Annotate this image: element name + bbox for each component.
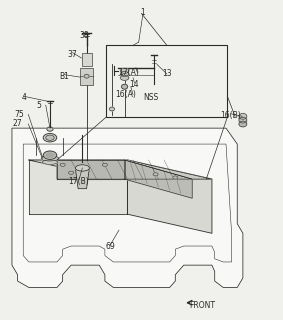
Ellipse shape [42, 160, 58, 164]
Text: 27: 27 [13, 119, 22, 129]
Text: FRONT: FRONT [189, 301, 215, 310]
Ellipse shape [239, 117, 247, 123]
Ellipse shape [45, 152, 55, 158]
Ellipse shape [46, 135, 54, 140]
Text: NSS: NSS [144, 93, 159, 102]
Ellipse shape [75, 165, 89, 171]
Ellipse shape [120, 71, 129, 76]
Ellipse shape [173, 176, 178, 179]
Text: 37: 37 [68, 50, 77, 59]
Ellipse shape [123, 85, 127, 88]
Bar [80, 68, 93, 85]
Text: 17(A): 17(A) [118, 68, 139, 77]
Bar [82, 53, 92, 66]
Ellipse shape [84, 74, 89, 78]
Polygon shape [57, 160, 192, 179]
Text: 5: 5 [36, 101, 41, 110]
Text: 14: 14 [130, 80, 139, 89]
Ellipse shape [43, 157, 57, 160]
Ellipse shape [60, 163, 65, 166]
Ellipse shape [102, 163, 108, 166]
Text: 1: 1 [141, 8, 145, 17]
Ellipse shape [239, 114, 247, 119]
Ellipse shape [239, 121, 247, 127]
Bar [106, 45, 228, 117]
Ellipse shape [120, 75, 129, 80]
Polygon shape [125, 160, 192, 198]
Polygon shape [75, 168, 89, 189]
Text: 17(B): 17(B) [68, 177, 89, 186]
Ellipse shape [120, 68, 129, 73]
Ellipse shape [68, 171, 74, 174]
Polygon shape [12, 128, 243, 287]
Text: 69: 69 [105, 242, 115, 251]
Ellipse shape [121, 84, 128, 89]
Polygon shape [29, 160, 212, 179]
Ellipse shape [110, 107, 114, 111]
Ellipse shape [43, 133, 57, 142]
Text: B1: B1 [59, 72, 69, 81]
Polygon shape [127, 160, 212, 233]
Text: 75: 75 [14, 110, 24, 119]
Ellipse shape [43, 151, 57, 159]
Text: 38: 38 [79, 31, 89, 40]
Ellipse shape [46, 153, 53, 157]
Polygon shape [29, 160, 127, 214]
Text: 13: 13 [162, 69, 172, 78]
Ellipse shape [41, 156, 59, 161]
Text: 4: 4 [21, 93, 26, 102]
Ellipse shape [47, 127, 53, 131]
Text: 16(A): 16(A) [115, 90, 136, 99]
Text: 16(B): 16(B) [221, 111, 241, 120]
Polygon shape [57, 160, 125, 179]
Ellipse shape [153, 173, 158, 176]
